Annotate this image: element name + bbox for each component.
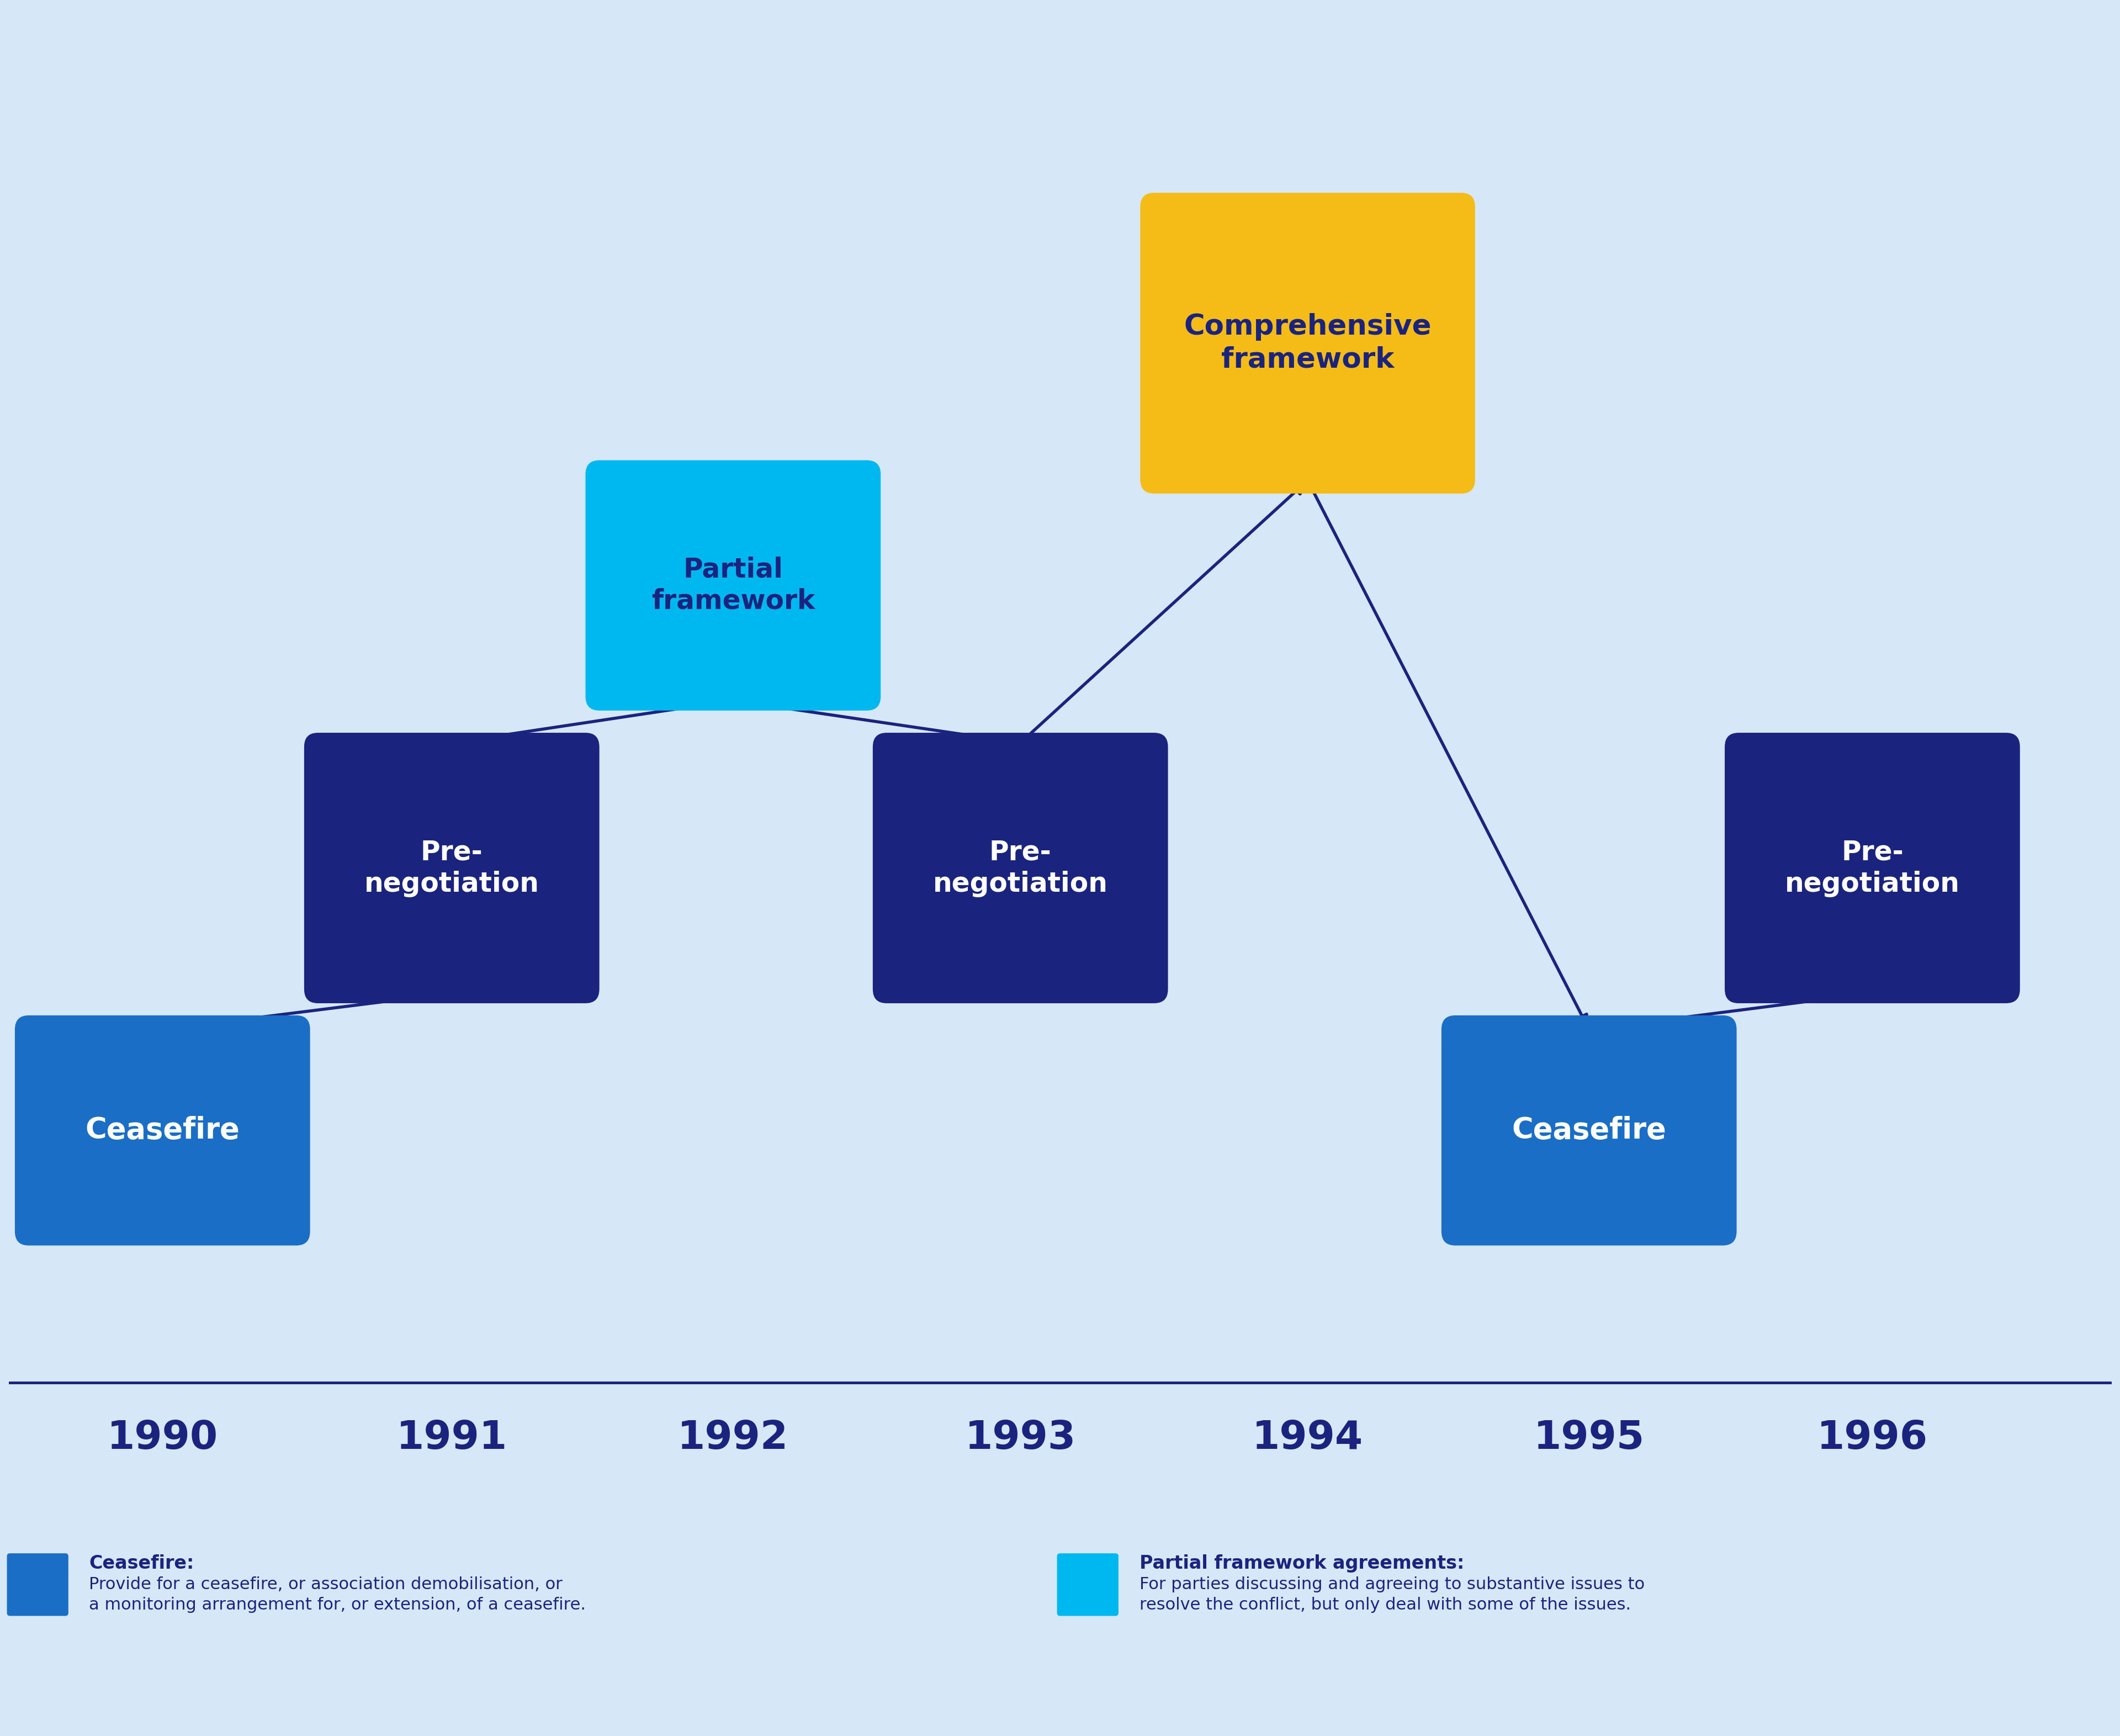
Text: Partial
framework: Partial framework [651,556,814,615]
FancyBboxPatch shape [1141,193,1476,493]
Text: For parties discussing and agreeing to substantive issues to
resolve the conflic: For parties discussing and agreeing to s… [1138,1576,1645,1613]
FancyBboxPatch shape [585,460,880,710]
FancyBboxPatch shape [1726,733,2020,1003]
Text: Pre-
negotiation: Pre- negotiation [1785,838,1959,898]
Text: 1993: 1993 [965,1418,1077,1457]
Text: Ceasefire: Ceasefire [1512,1116,1666,1144]
Text: 1992: 1992 [678,1418,789,1457]
Text: Pre-
negotiation: Pre- negotiation [933,838,1109,898]
Text: Provide for a ceasefire, or association demobilisation, or
a monitoring arrangem: Provide for a ceasefire, or association … [89,1576,585,1613]
FancyBboxPatch shape [1442,1016,1736,1245]
FancyBboxPatch shape [303,733,600,1003]
Text: Ceasefire:: Ceasefire: [89,1554,195,1573]
FancyBboxPatch shape [873,733,1168,1003]
Text: 1991: 1991 [396,1418,507,1457]
Text: Ceasefire: Ceasefire [85,1116,240,1144]
FancyBboxPatch shape [15,1016,310,1245]
Text: Comprehensive
framework: Comprehensive framework [1183,312,1431,373]
Text: Pre-
negotiation: Pre- negotiation [365,838,538,898]
Text: Partial framework agreements:: Partial framework agreements: [1138,1554,1465,1573]
Text: 1990: 1990 [106,1418,218,1457]
Text: 1996: 1996 [1817,1418,1927,1457]
FancyBboxPatch shape [1058,1554,1119,1616]
Text: 1995: 1995 [1533,1418,1645,1457]
Text: 1994: 1994 [1253,1418,1363,1457]
FancyBboxPatch shape [6,1554,68,1616]
